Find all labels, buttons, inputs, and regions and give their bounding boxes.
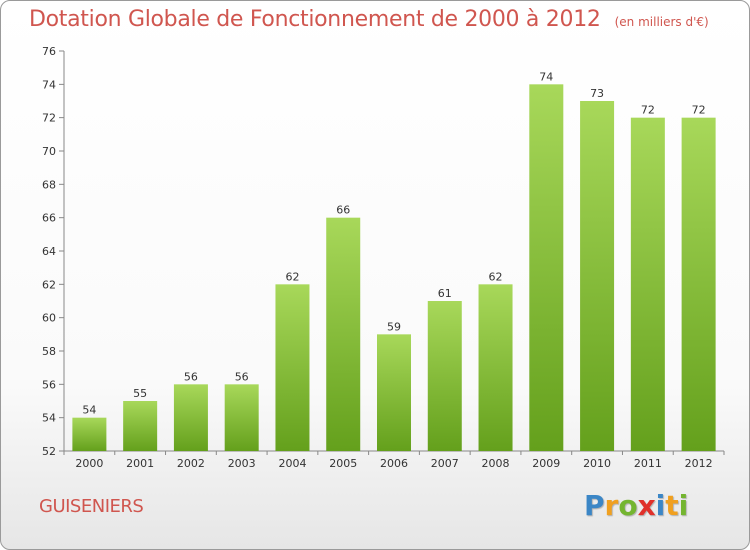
data-label: 73 xyxy=(590,87,604,100)
y-tick-label: 52 xyxy=(42,445,56,458)
x-tick-label: 2000 xyxy=(75,457,103,470)
x-tick-label: 2005 xyxy=(329,457,357,470)
y-tick-label: 66 xyxy=(42,212,56,225)
data-label: 56 xyxy=(184,370,198,383)
y-tick-label: 74 xyxy=(42,78,56,91)
bar xyxy=(580,101,615,451)
y-tick-label: 54 xyxy=(42,412,56,425)
chart-title-text: Dotation Globale de Fonctionnement de 20… xyxy=(29,7,601,32)
data-label: 55 xyxy=(133,387,147,400)
data-label: 62 xyxy=(489,270,503,283)
y-tick-label: 68 xyxy=(42,178,56,191)
data-label: 59 xyxy=(387,320,401,333)
bar xyxy=(478,284,513,451)
bar xyxy=(681,117,716,452)
chart-unit-label: (en milliers d'€) xyxy=(614,15,709,29)
bar xyxy=(72,417,107,451)
bar xyxy=(326,217,361,451)
y-tick-label: 56 xyxy=(42,378,56,391)
commune-name: GUISENIERS xyxy=(39,496,144,517)
y-tick-label: 76 xyxy=(42,45,56,58)
bar xyxy=(224,384,259,451)
x-tick-label: 2001 xyxy=(126,457,154,470)
y-tick-label: 64 xyxy=(42,245,56,258)
x-tick-label: 2009 xyxy=(532,457,560,470)
logo-letter: r xyxy=(604,489,619,522)
label-layer: 2000 54 2001 55 2002 56 2003 56 2004 62 2005 66 2006… xyxy=(75,70,712,470)
x-tick-label: 2010 xyxy=(583,457,611,470)
bar xyxy=(123,401,158,451)
y-tick-label: 72 xyxy=(42,112,56,125)
data-label: 62 xyxy=(285,270,299,283)
x-tick-label: 2011 xyxy=(634,457,662,470)
x-tick-label: 2008 xyxy=(482,457,510,470)
y-tick-label: 62 xyxy=(42,278,56,291)
data-label: 61 xyxy=(438,287,452,300)
data-label: 72 xyxy=(692,104,706,117)
x-tick-label: 2002 xyxy=(177,457,205,470)
data-label: 56 xyxy=(235,370,249,383)
y-tick-label: 60 xyxy=(42,312,56,325)
bar xyxy=(529,84,564,451)
data-label: 74 xyxy=(539,70,553,83)
bar-layer xyxy=(72,84,716,452)
y-tick-label: 58 xyxy=(42,345,56,358)
x-tick-label: 2004 xyxy=(278,457,306,470)
bar xyxy=(377,334,411,451)
x-tick-label: 2003 xyxy=(228,457,256,470)
x-tick-label: 2012 xyxy=(685,457,713,470)
logo-letter: x xyxy=(637,489,656,522)
proxiti-logo: Proxiti xyxy=(584,489,688,522)
bar xyxy=(173,384,208,451)
logo-letter: P xyxy=(584,489,605,522)
chart-title: Dotation Globale de Fonctionnement de 20… xyxy=(29,7,709,32)
bar xyxy=(630,117,665,452)
bar xyxy=(427,301,462,451)
axis-layer: 52 54 56 58 60 62 64 66 68 70 72 74 76 xyxy=(42,45,725,458)
logo-letter: i xyxy=(678,489,689,522)
x-tick-label: 2007 xyxy=(431,457,459,470)
data-label: 66 xyxy=(336,204,350,217)
logo-letter: i xyxy=(655,489,666,522)
x-tick-label: 2006 xyxy=(380,457,408,470)
logo-letter: o xyxy=(618,489,638,522)
logo-letter: t xyxy=(665,489,679,522)
data-label: 72 xyxy=(641,104,655,117)
y-tick-label: 70 xyxy=(42,145,56,158)
bar xyxy=(275,284,310,451)
data-label: 54 xyxy=(82,404,96,417)
